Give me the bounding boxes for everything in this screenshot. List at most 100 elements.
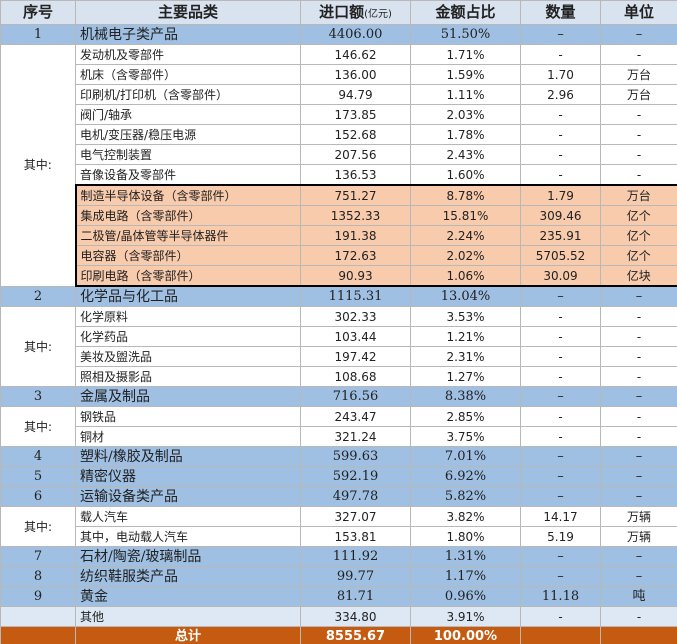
name-cell: 总计	[75, 626, 301, 644]
unit-cell: 吨	[600, 586, 677, 607]
amount-cell: 111.92	[300, 546, 411, 567]
item-row: 其中: 化学原料 302.33 3.53% - -	[0, 306, 677, 387]
header-cell: 数量	[520, 0, 601, 25]
category-row: 9 黄金 81.71 0.96% 11.18 吨	[0, 586, 677, 607]
header-cell: 单位	[600, 0, 677, 25]
amount-cell: 751.27	[300, 184, 411, 206]
name-cell: 机床（含零部件）	[75, 64, 301, 85]
amount-cell: 99.77	[300, 566, 411, 587]
amount-cell: 1115.31	[300, 285, 411, 307]
share-cell: 1.80%	[410, 526, 521, 547]
unit-cell: –	[600, 466, 677, 487]
amount-cell: 4406.00	[300, 24, 411, 45]
name-cell: 电容器（含零部件）	[74, 245, 301, 266]
amount-cell: 152.68	[300, 124, 411, 145]
share-cell: 3.91%	[410, 606, 521, 627]
share-cell: 1.60%	[410, 164, 521, 186]
name-cell: 黄金	[75, 586, 301, 607]
item-row: 电气控制装置 207.56 2.43% - -	[1, 144, 677, 165]
share-cell: 3.75%	[410, 426, 521, 447]
qty-cell: 11.18	[520, 586, 601, 607]
header-cell: 序号	[0, 0, 76, 25]
header-cell: 进口额(亿元)	[300, 0, 411, 25]
category-row: 7 石材/陶瓷/玻璃制品 111.92 1.31% – –	[0, 546, 677, 567]
highlighted-row: 电容器（含零部件） 172.63 2.02% 5705.52 亿个	[1, 245, 677, 266]
unit-cell: -	[600, 44, 677, 65]
item-row: 化学药品 103.44 1.21% - -	[1, 326, 677, 347]
name-cell: 载人汽车	[75, 506, 301, 527]
share-cell: 1.78%	[410, 124, 521, 145]
item-row: 印刷机/打印机（含零部件） 94.79 1.11% 2.96 万台	[1, 84, 677, 105]
qty-cell: -	[520, 606, 601, 627]
unit-cell: -	[600, 426, 677, 447]
share-cell: 1.11%	[410, 84, 521, 105]
share-cell: 1.21%	[410, 326, 521, 347]
qty-cell: 1.70	[520, 64, 601, 85]
header-cell: 主要品类	[75, 0, 301, 25]
unit-cell: -	[600, 104, 677, 125]
no-cell: 1	[0, 24, 76, 45]
qty-cell: 1.79	[520, 184, 601, 206]
unit-cell: -	[600, 326, 677, 347]
qty-cell: –	[520, 386, 601, 407]
share-cell: 2.31%	[410, 346, 521, 367]
name-cell: 印刷电路（含零部件）	[74, 265, 301, 287]
name-cell: 发动机及零部件	[75, 44, 301, 65]
amount-cell: 81.71	[300, 586, 411, 607]
name-cell: 照相及摄影品	[75, 366, 301, 387]
qty-cell: 5.19	[520, 526, 601, 547]
unit-cell: -	[600, 606, 677, 627]
no-cell: 9	[0, 586, 76, 607]
name-cell: 运输设备类产品	[75, 486, 301, 507]
item-row: 其中，电动载人汽车 153.81 1.80% 5.19 万辆	[1, 526, 677, 547]
name-cell: 纺织鞋服类产品	[75, 566, 301, 587]
share-cell: 8.78%	[410, 184, 521, 206]
table-body: 1 机械电子类产品 4406.00 51.50% – – 其中: 发动机及零部件 146.62 1…	[0, 24, 677, 644]
item-row: 其中: 钢铁品 243.47 2.85% - -	[0, 406, 677, 447]
category-row: 1 机械电子类产品 4406.00 51.50% – –	[0, 24, 677, 45]
name-cell: 集成电路（含零部件）	[74, 205, 301, 226]
no-cell: 4	[0, 446, 76, 467]
qty-cell: -	[520, 406, 601, 427]
amount-cell: 191.38	[300, 225, 411, 246]
sub-label: 其中:	[0, 406, 76, 447]
name-cell: 石材/陶瓷/玻璃制品	[75, 546, 301, 567]
unit-cell: 亿个	[600, 245, 677, 266]
share-cell: 6.92%	[410, 466, 521, 487]
amount-cell: 599.63	[300, 446, 411, 467]
qty-cell: -	[520, 144, 601, 165]
qty-cell: 309.46	[520, 205, 601, 226]
share-cell: 7.01%	[410, 446, 521, 467]
name-cell: 精密仪器	[75, 466, 301, 487]
unit-cell: -	[600, 306, 677, 327]
name-cell: 机械电子类产品	[75, 24, 301, 45]
name-cell: 阀门/轴承	[75, 104, 301, 125]
name-cell: 电机/变压器/稳压电源	[75, 124, 301, 145]
qty-cell: –	[520, 466, 601, 487]
unit-cell: 万台	[600, 64, 677, 85]
share-cell: 2.03%	[410, 104, 521, 125]
no-cell: 5	[0, 466, 76, 487]
item-row: 其中: 发动机及零部件 146.62 1.71% - -	[0, 44, 677, 287]
amount-cell: 197.42	[300, 346, 411, 367]
name-cell: 音像设备及零部件	[75, 164, 301, 186]
unit-cell: -	[600, 124, 677, 145]
name-cell: 化学品与化工品	[75, 285, 301, 307]
name-cell: 其中，电动载人汽车	[75, 526, 301, 547]
qty-cell: -	[520, 164, 601, 186]
name-cell: 其他	[75, 606, 301, 627]
name-cell: 钢铁品	[75, 406, 301, 427]
item-row: 机床（含零部件） 136.00 1.59% 1.70 万台	[1, 64, 677, 85]
share-cell: 2.43%	[410, 144, 521, 165]
name-cell: 铜材	[75, 426, 301, 447]
unit-cell: 万台	[600, 84, 677, 105]
amount-cell: 172.63	[300, 245, 411, 266]
amount-cell: 94.79	[300, 84, 411, 105]
item-row: 其中: 载人汽车 327.07 3.82% 14.17 万辆	[0, 506, 677, 547]
unit-cell: 万辆	[600, 506, 677, 527]
amount-cell: 321.24	[300, 426, 411, 447]
highlighted-row: 印刷电路（含零部件） 90.93 1.06% 30.09 亿块	[1, 265, 677, 287]
amount-cell: 136.00	[300, 64, 411, 85]
qty-cell: -	[520, 104, 601, 125]
qty-cell: -	[520, 426, 601, 447]
